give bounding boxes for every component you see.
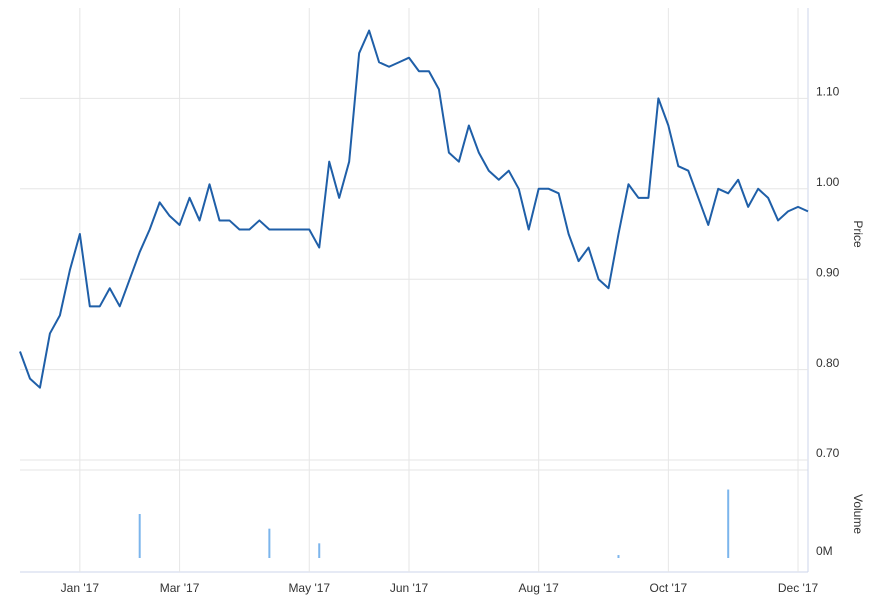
volume-bar	[138, 514, 141, 558]
x-tick-label: Jan '17	[61, 581, 100, 595]
volume-axis-title: Volume	[851, 494, 865, 534]
volume-bar	[617, 555, 620, 558]
volume-bar	[318, 543, 321, 558]
y-tick-label: 0.90	[816, 265, 840, 279]
y-tick-label: 0.70	[816, 446, 840, 460]
x-tick-label: Oct '17	[650, 581, 688, 595]
y-tick-label: 0.80	[816, 356, 840, 370]
y-tick-label: 1.00	[816, 175, 840, 189]
x-tick-label: Dec '17	[778, 581, 819, 595]
volume-bar	[727, 489, 730, 558]
x-tick-label: Mar '17	[160, 581, 200, 595]
x-tick-label: Aug '17	[519, 581, 560, 595]
price-line	[19, 29, 809, 389]
volume-bar	[268, 528, 271, 558]
x-tick-label: Jun '17	[390, 581, 429, 595]
price-pane	[20, 8, 808, 460]
price-axis-title: Price	[851, 220, 865, 248]
x-tick-label: May '17	[288, 581, 330, 595]
y-tick-label: 0M	[816, 544, 833, 558]
y-tick-label: 1.10	[816, 85, 840, 99]
